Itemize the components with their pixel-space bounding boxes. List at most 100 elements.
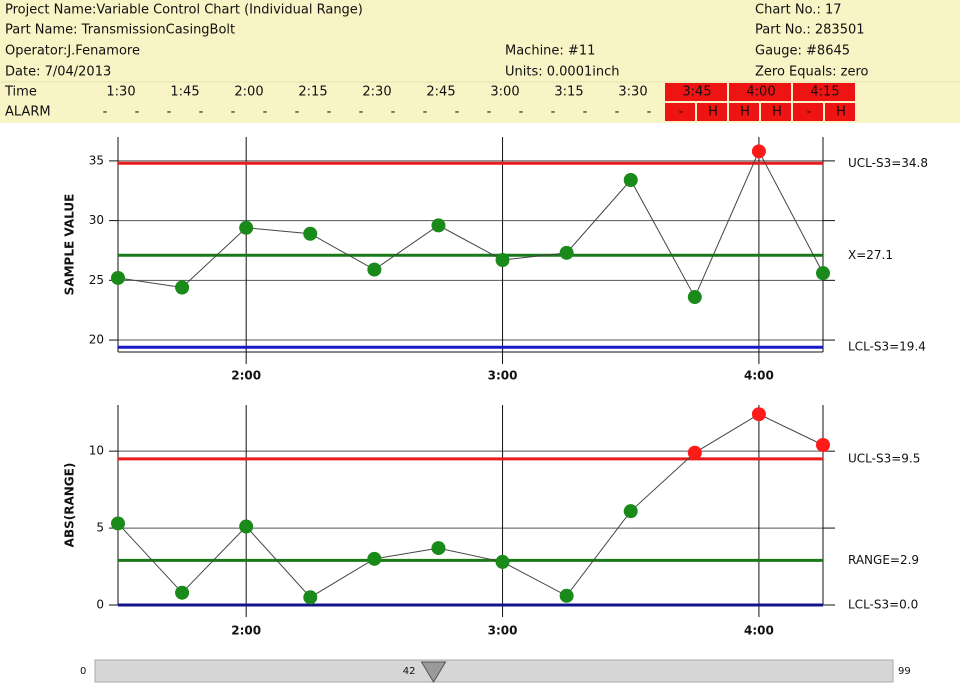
- y-tick-label: 5: [96, 521, 104, 535]
- alarm-value: -: [423, 105, 428, 120]
- header-field: Part No.: 283501: [755, 23, 865, 38]
- header-field: Zero Equals: zero: [755, 65, 868, 80]
- time-value: 3:45: [682, 85, 711, 100]
- alarm-value: H: [708, 105, 718, 120]
- time-label: Time: [4, 85, 37, 100]
- data-point: [495, 554, 510, 569]
- data-point: [111, 516, 125, 531]
- data-point: [111, 270, 125, 285]
- limit-label: LCL-S3=0.0: [848, 598, 918, 612]
- alarm-value: H: [772, 105, 782, 120]
- alarm-value: -: [167, 105, 172, 120]
- alarm-value: -: [679, 105, 684, 120]
- x-tick-label: 4:00: [744, 624, 774, 638]
- time-value: 1:45: [170, 85, 199, 100]
- data-point: [303, 226, 318, 241]
- limit-label: UCL-S3=9.5: [848, 451, 920, 465]
- alarm-cell: [761, 103, 791, 121]
- time-value: 2:30: [362, 85, 391, 100]
- data-point: [751, 144, 766, 159]
- alarm-cell: [729, 103, 759, 121]
- data-point: [431, 541, 446, 556]
- alarm-value: H: [836, 105, 846, 120]
- data-point: [687, 445, 702, 460]
- data-point: [367, 551, 382, 566]
- time-cell-alarm: [729, 83, 791, 101]
- header-field: Machine: #11: [505, 44, 595, 59]
- slider-value: 42: [403, 666, 416, 677]
- data-point: [239, 220, 254, 235]
- x-tick-label: 4:00: [744, 369, 774, 383]
- alarm-cell: [665, 103, 695, 121]
- x-tick-label: 3:00: [488, 369, 518, 383]
- limit-label: X=27.1: [848, 248, 893, 262]
- y-tick-label: 30: [89, 213, 104, 227]
- alarm-value: H: [740, 105, 750, 120]
- alarm-value: -: [359, 105, 364, 120]
- header-field: Part Name: TransmissionCasingBolt: [5, 23, 235, 38]
- time-cell-alarm: [793, 83, 855, 101]
- x-tick-label: 2:00: [231, 624, 261, 638]
- data-point: [175, 585, 190, 600]
- y-axis-label: ABS(RANGE): [63, 463, 77, 548]
- y-tick-label: 20: [89, 333, 104, 347]
- alarm-cell: [697, 103, 727, 121]
- data-point: [623, 173, 638, 187]
- data-point: [303, 590, 318, 605]
- time-value: 2:45: [426, 85, 455, 100]
- data-point: [559, 245, 574, 260]
- x-tick-label: 3:00: [488, 624, 518, 638]
- y-tick-label: 10: [89, 444, 104, 458]
- alarm-value: -: [199, 105, 204, 120]
- time-value: 1:30: [106, 85, 135, 100]
- alarm-label: ALARM: [5, 105, 51, 120]
- alarm-value: -: [583, 105, 588, 120]
- data-point: [623, 504, 638, 519]
- slider-max: 99: [898, 666, 911, 677]
- alarm-value: -: [519, 105, 524, 120]
- data-point: [687, 290, 702, 305]
- alarm-value: -: [295, 105, 300, 120]
- alarm-value: -: [807, 105, 812, 120]
- y-tick-label: 35: [89, 153, 104, 167]
- time-value: 2:15: [298, 85, 327, 100]
- data-line: [117, 150, 824, 299]
- y-tick-label: 25: [89, 273, 104, 287]
- alarm-value: -: [647, 105, 652, 120]
- data-point: [239, 519, 254, 534]
- slider-min: 0: [80, 666, 86, 677]
- header-field: Project Name:Variable Control Chart (Ind…: [5, 3, 363, 18]
- alarm-value: -: [327, 105, 332, 120]
- alarm-value: -: [487, 105, 492, 120]
- time-value: 3:15: [554, 85, 583, 100]
- time-value: 3:00: [490, 85, 519, 100]
- header-field: Chart No.: 17: [755, 3, 842, 18]
- alarm-value: -: [455, 105, 460, 120]
- limit-label: RANGE=2.9: [848, 553, 919, 567]
- alarm-value: -: [615, 105, 620, 120]
- slider-thumb[interactable]: [420, 661, 447, 683]
- slider-track[interactable]: [94, 659, 894, 683]
- alarm-value: -: [391, 105, 396, 120]
- alarm-value: -: [551, 105, 556, 120]
- data-point: [816, 266, 830, 281]
- header-field: Units: 0.0001inch: [505, 65, 619, 80]
- data-point: [175, 280, 190, 295]
- data-point: [495, 253, 510, 268]
- header-field: Gauge: #8645: [755, 44, 850, 59]
- data-point: [816, 438, 830, 452]
- y-tick-label: 0: [96, 598, 104, 612]
- alarm-value: -: [103, 105, 108, 120]
- time-value: 4:00: [746, 85, 775, 100]
- data-point: [559, 588, 574, 603]
- limit-label: UCL-S3=34.8: [848, 156, 928, 170]
- time-cell-alarm: [665, 83, 727, 101]
- time-value: 3:30: [618, 85, 647, 100]
- data-point: [431, 218, 446, 233]
- alarm-value: -: [135, 105, 140, 120]
- data-line: [117, 413, 824, 598]
- y-axis-label: SAMPLE VALUE: [63, 194, 77, 296]
- data-point: [751, 407, 766, 422]
